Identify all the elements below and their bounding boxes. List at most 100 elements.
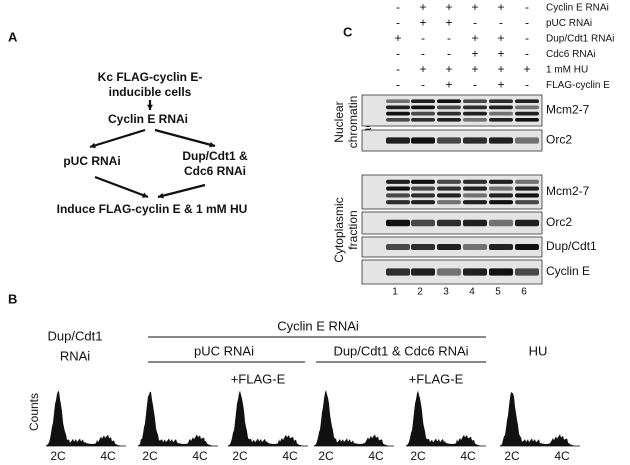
band	[463, 99, 487, 104]
sign: -	[421, 47, 425, 61]
band	[515, 193, 539, 198]
band	[489, 186, 513, 191]
sign: +	[445, 0, 452, 14]
panel-label: A	[8, 29, 18, 44]
band	[411, 200, 435, 205]
band	[437, 186, 461, 191]
band	[463, 137, 487, 144]
condition-label: FLAG-cyclin E	[546, 80, 610, 91]
band	[437, 268, 461, 276]
fraction-label: Nuclear	[332, 101, 346, 142]
tick-label: 4C	[554, 449, 570, 463]
arrow-head	[147, 104, 153, 110]
band	[463, 193, 487, 198]
sign: +	[419, 62, 426, 76]
histogram	[500, 391, 580, 446]
tick-label: 2C	[410, 449, 426, 463]
sign: +	[471, 47, 478, 61]
sign: -	[447, 31, 451, 45]
fraction-label: chromatin	[346, 96, 360, 149]
band	[411, 219, 435, 227]
band	[463, 105, 487, 110]
band	[463, 244, 487, 250]
band	[515, 186, 539, 191]
band	[515, 244, 539, 250]
band	[386, 179, 410, 184]
condition-label: 1 mM HU	[546, 65, 588, 76]
band	[463, 179, 487, 184]
flow-node: Induce FLAG-cyclin E & 1 mM HU	[57, 202, 248, 216]
sign: +	[445, 16, 452, 30]
condition-label: +FLAG-E	[409, 371, 464, 386]
band	[515, 268, 539, 276]
tick-label: 2C	[318, 449, 334, 463]
tick-label: 4C	[100, 449, 116, 463]
group-label: Dup/Cdt1	[48, 328, 103, 343]
fraction-label: Cytoplasmic	[332, 197, 346, 262]
group-label: HU	[529, 343, 548, 358]
band	[463, 186, 487, 191]
rule	[154, 128, 216, 148]
sign: +	[419, 16, 426, 30]
band	[489, 117, 513, 122]
band	[411, 186, 435, 191]
flow-node: Kc FLAG-cyclin E-	[98, 70, 203, 84]
band	[489, 193, 513, 198]
band	[411, 111, 435, 116]
band	[437, 117, 461, 122]
tick-label: 2C	[504, 449, 520, 463]
band	[411, 193, 435, 198]
band	[437, 137, 461, 144]
band	[411, 105, 435, 110]
band	[386, 105, 410, 110]
band	[489, 105, 513, 110]
band	[386, 111, 410, 116]
sign: +	[497, 0, 504, 14]
fraction-label: fraction	[346, 210, 360, 249]
sign: +	[523, 62, 530, 76]
group-label: Cyclin E RNAi	[277, 318, 359, 333]
sign: -	[473, 78, 477, 92]
group-label: Dup/Cdt1 & Cdc6 RNAi	[333, 343, 468, 358]
band	[515, 99, 539, 104]
band	[411, 99, 435, 104]
band	[515, 179, 539, 184]
lane-number: 5	[495, 287, 501, 298]
histogram	[228, 390, 308, 446]
rule	[89, 128, 146, 149]
condition-label: +FLAG-E	[231, 371, 286, 386]
sign: -	[396, 47, 400, 61]
condition-label: Cyclin E RNAi	[546, 3, 609, 14]
sign: +	[497, 47, 504, 61]
band	[515, 219, 539, 227]
sign: -	[396, 62, 400, 76]
band	[437, 105, 461, 110]
sign: -	[396, 16, 400, 30]
band	[463, 111, 487, 116]
sign: -	[525, 47, 529, 61]
band	[437, 219, 461, 227]
flow-node: Cdc6 RNAi	[184, 164, 246, 178]
band	[489, 111, 513, 116]
arrow-head	[209, 141, 215, 148]
sign: -	[525, 78, 529, 92]
tick-label: 2C	[232, 449, 248, 463]
lane-number: 1	[392, 287, 398, 298]
group-label: RNAi	[60, 348, 90, 363]
panel-label: C	[343, 24, 353, 39]
sign: -	[473, 16, 477, 30]
rule	[94, 175, 149, 199]
arrow-head	[142, 192, 148, 198]
condition-label: pUC RNAi	[546, 18, 592, 29]
histogram	[138, 391, 218, 446]
band	[463, 200, 487, 205]
condition-label: Cdc6 RNAi	[546, 49, 595, 60]
band	[489, 268, 513, 276]
condition-label: Dup/Cdt1 RNAi	[546, 34, 614, 45]
sign: +	[445, 78, 452, 92]
sign: +	[471, 31, 478, 45]
band	[386, 193, 410, 198]
arrow-head	[90, 142, 96, 149]
band	[515, 111, 539, 116]
